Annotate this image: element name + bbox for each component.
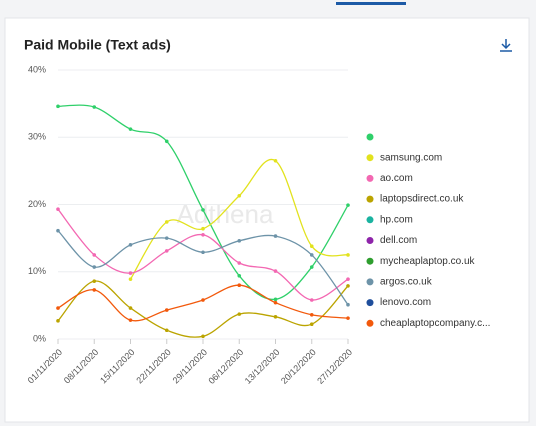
data-point [273, 297, 278, 302]
data-point [128, 306, 133, 310]
legend-marker[interactable] [366, 133, 374, 141]
data-point [201, 208, 205, 212]
data-point [346, 203, 350, 207]
legend-label[interactable]: cheaplaptopcompany.c... [380, 318, 490, 329]
legend-label[interactable]: mycheaplaptop.co.uk [380, 256, 476, 267]
legend-marker[interactable] [366, 216, 374, 224]
data-point [309, 265, 314, 269]
data-point [237, 312, 242, 316]
data-point [273, 300, 278, 305]
data-point [237, 239, 242, 243]
data-point [273, 269, 278, 273]
legend-marker[interactable] [366, 319, 374, 327]
legend-label[interactable]: samsung.com [380, 152, 442, 163]
legend-label[interactable]: laptopsdirect.co.uk [380, 194, 464, 205]
data-point [273, 315, 278, 319]
data-point [237, 273, 242, 278]
y-tick-label: 40% [28, 64, 46, 74]
y-tick-label: 20% [28, 199, 46, 209]
legend-marker[interactable] [366, 278, 374, 286]
data-point [346, 316, 350, 320]
download-icon[interactable] [500, 39, 512, 52]
data-point [128, 277, 133, 281]
data-point [346, 302, 350, 307]
data-point [237, 283, 242, 288]
data-point [164, 139, 169, 144]
data-point [309, 298, 314, 302]
legend-marker[interactable] [366, 174, 374, 182]
data-point [309, 244, 314, 248]
data-point [164, 220, 169, 224]
data-point [201, 298, 205, 302]
y-tick-label: 10% [28, 266, 46, 276]
legend-marker[interactable] [366, 299, 374, 307]
data-point [309, 253, 314, 257]
legend-marker[interactable] [366, 195, 374, 203]
y-tick-label: 30% [28, 132, 46, 142]
legend-label[interactable]: dell.com [380, 235, 417, 246]
legend-label[interactable]: hp.com [380, 214, 413, 225]
data-point [56, 228, 60, 233]
data-point [237, 261, 242, 265]
data-point [56, 306, 60, 310]
legend-marker[interactable] [366, 237, 374, 244]
data-point [309, 322, 314, 327]
legend-label[interactable]: argos.co.uk [380, 277, 433, 288]
data-point [164, 236, 169, 240]
data-point [237, 193, 242, 198]
data-point [346, 277, 350, 281]
chart-title: Paid Mobile (Text ads) [24, 37, 171, 53]
card [4, 17, 530, 423]
data-point [346, 284, 350, 288]
data-point [128, 318, 133, 322]
data-point [164, 308, 169, 312]
y-tick-label: 0% [33, 333, 46, 343]
data-point [56, 207, 60, 212]
data-point [92, 265, 97, 269]
data-point [201, 232, 205, 237]
data-point [56, 104, 60, 109]
data-point [273, 158, 278, 163]
data-point [201, 250, 205, 255]
data-point [128, 271, 133, 275]
data-point [92, 279, 97, 283]
data-point [164, 328, 169, 333]
data-point [164, 249, 169, 253]
data-point [128, 127, 133, 131]
data-point [346, 253, 350, 257]
data-point [128, 243, 133, 247]
watermark: Adthena [177, 199, 274, 229]
legend-marker[interactable] [366, 257, 374, 265]
data-point [273, 234, 278, 238]
data-point [201, 226, 205, 231]
data-point [56, 319, 60, 323]
data-point [201, 334, 205, 339]
data-point [92, 105, 97, 109]
data-point [92, 288, 97, 292]
data-point [309, 312, 314, 317]
legend-label[interactable]: ao.com [380, 173, 413, 184]
legend-marker[interactable] [366, 154, 374, 162]
legend-label[interactable]: lenovo.com [380, 297, 431, 308]
data-point [92, 253, 97, 257]
active-tab-indicator[interactable] [336, 2, 406, 5]
